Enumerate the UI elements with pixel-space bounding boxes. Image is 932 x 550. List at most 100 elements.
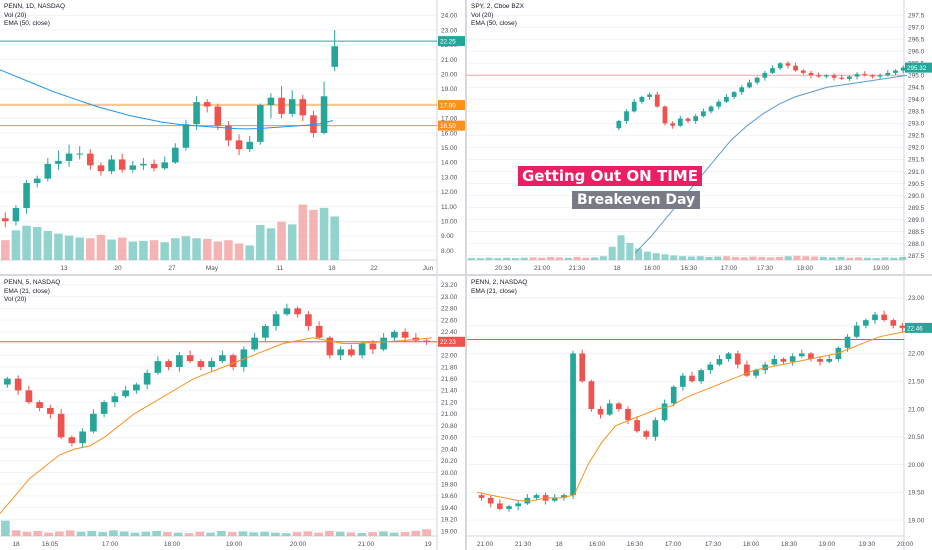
candle-body: [670, 123, 676, 126]
price-tick-label: 19.00: [441, 528, 458, 535]
candle-body: [747, 82, 752, 88]
price-tick-label: 19.60: [441, 493, 458, 500]
candle-body: [606, 403, 613, 415]
price-tick-label: 19.00: [441, 86, 458, 93]
candle-body: [654, 94, 660, 107]
price-badge: [438, 120, 465, 131]
price-tick-label: 19.80: [441, 481, 458, 488]
time-tick-label: 13: [60, 265, 68, 272]
candle-body: [816, 75, 822, 77]
candle-body: [44, 163, 52, 179]
candle-body: [793, 65, 798, 71]
volume-bar: [55, 531, 64, 536]
time-tick-label: 17:00: [721, 265, 738, 272]
candle-body: [118, 159, 126, 170]
volume-bar: [555, 257, 563, 260]
volume-bar: [881, 257, 889, 260]
candle-body: [677, 118, 683, 126]
volume-bar: [714, 256, 722, 260]
candle-body: [251, 337, 258, 350]
candle-body: [597, 409, 604, 415]
candle-body: [214, 106, 222, 126]
candle-body: [533, 495, 540, 498]
volume-bar: [75, 237, 84, 260]
volume-bar: [547, 256, 555, 260]
volume-bar: [494, 258, 502, 260]
candle-body: [846, 76, 852, 79]
volume-bar: [346, 532, 356, 536]
time-tick-label: 21:30: [569, 265, 586, 272]
volume-bar: [811, 256, 819, 260]
candle-body: [731, 92, 737, 97]
price-tick-label: 290.5: [908, 181, 925, 188]
candle-body: [862, 320, 869, 326]
candle-body: [246, 141, 253, 150]
volume-bar: [379, 531, 388, 536]
panel-divider-horizontal[interactable]: [0, 274, 932, 276]
price-tick-label: 294.5: [908, 85, 925, 92]
candle-body: [854, 74, 860, 77]
volume-bar: [863, 257, 871, 260]
price-tick-label: 292.0: [908, 145, 925, 152]
time-tick-label: 18:00: [797, 265, 814, 272]
candle-body: [808, 72, 814, 76]
ema-line: [476, 330, 908, 502]
price-tick-label: 22.80: [441, 306, 458, 313]
chart-penn-daily[interactable]: 8.00 9.00 10.00 11.00 12.00 13.00 14.00 15.00 16…: [0, 0, 465, 274]
candle-body: [789, 356, 796, 362]
price-tick-label: 290.0: [908, 193, 925, 200]
chart-penn-5min-svg[interactable]: 19.00 19.20 19.40 19.60 19.80 20.00 20.20 20.40…: [0, 276, 465, 550]
legend-penn-5min: PENN, 5, NASDAQ EMA (21, close) Vol (20): [4, 279, 60, 305]
volume-bar: [599, 256, 607, 260]
volume-bar: [163, 532, 172, 536]
volume-bar: [11, 530, 21, 536]
volume-bar: [206, 532, 215, 536]
volume-bar: [476, 258, 484, 260]
candle-body: [283, 308, 291, 315]
price-tick-label: 297.5: [908, 13, 925, 20]
chart-penn-daily-svg[interactable]: 8.00 9.00 10.00 11.00 12.00 13.00 14.00 15.00 16…: [0, 0, 465, 274]
volume-bar: [227, 532, 237, 536]
price-tick-label: 20.50: [908, 434, 925, 441]
price-badge: [905, 322, 932, 333]
candle-body: [348, 349, 355, 356]
volume-bar: [173, 532, 183, 536]
chart-spy-2min-svg[interactable]: 287.5 288.0 288.5 289.0 289.5 290.0 290.5 291.0…: [467, 0, 932, 274]
candle-body: [326, 337, 334, 356]
time-tick-label: May: [206, 265, 219, 272]
time-tick-label: 17:30: [757, 265, 774, 272]
candle-body: [272, 314, 280, 326]
candle-body: [652, 420, 659, 437]
candle-body: [358, 343, 366, 356]
volume-bar: [117, 237, 127, 260]
volume-bar: [44, 532, 53, 536]
candle-body: [33, 178, 41, 183]
candle-body: [862, 74, 868, 76]
legend-penn-2min: PENN, 2, NASDAQ EMA (21, close): [471, 279, 527, 296]
candle-body: [853, 325, 860, 337]
volume-bar: [76, 531, 86, 536]
price-tick-label: 22.00: [908, 351, 925, 358]
chart-spy-2min[interactable]: 287.5 288.0 288.5 289.0 289.5 290.0 290.5 291.0…: [467, 0, 932, 274]
volume-bar: [520, 257, 528, 260]
time-tick-label: 19:00: [226, 541, 243, 548]
price-badge-label: 22.23: [440, 339, 456, 346]
chart-penn-2min[interactable]: 19.0019.5020.0020.5021.0021.5022.0022.50…: [467, 276, 932, 550]
volume-bar: [184, 533, 194, 536]
candle-body: [193, 102, 200, 125]
candle-body: [176, 355, 183, 367]
candle-body: [2, 218, 9, 222]
price-tick-label: 12.00: [441, 189, 458, 196]
candle-body: [515, 503, 522, 507]
legend-spy-2min: SPY, 2, Cboe BZX Vol (20) EMA (50, close…: [471, 3, 524, 29]
candle-body: [79, 431, 86, 444]
volume-bar: [325, 530, 334, 536]
price-badge-label: 17.90: [440, 102, 456, 109]
chart-title: PENN, 1D, NASDAQ: [4, 3, 66, 10]
volume-bar: [564, 257, 572, 260]
candle-body: [506, 506, 512, 509]
price-tick-label: 19.00: [908, 517, 925, 524]
price-tick-label: 20.80: [441, 423, 458, 430]
chart-penn-2min-svg[interactable]: 19.0019.5020.0020.5021.0021.5022.0022.50…: [467, 276, 932, 550]
chart-penn-5min[interactable]: 19.00 19.20 19.40 19.60 19.80 20.00 20.20 20.40…: [0, 276, 465, 550]
